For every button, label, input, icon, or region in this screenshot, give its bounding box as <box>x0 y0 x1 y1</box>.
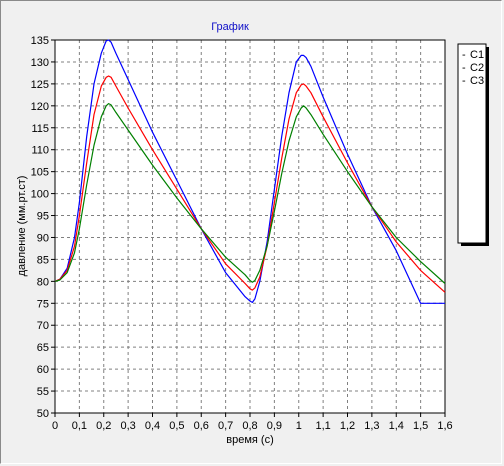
x-tick-label: 0,9 <box>267 420 282 432</box>
x-tick-label: 1,6 <box>437 420 452 432</box>
y-tick-label: 85 <box>37 254 49 266</box>
y-axis: 50 55 60 65 70 75 80 85 90 95 100 105 110 115 120 125 13… <box>31 35 55 420</box>
x-tick-label: 0,3 <box>120 420 135 432</box>
grid <box>55 40 445 413</box>
y-tick-label: 135 <box>31 35 49 47</box>
series-line-c1 <box>54 39 445 304</box>
x-tick-label: 1 <box>296 420 302 432</box>
x-tick-label: 0,8 <box>242 420 257 432</box>
x-tick-label: 0,7 <box>218 420 233 432</box>
x-tick-label: 0,6 <box>194 420 209 432</box>
x-tick-label: 1,2 <box>340 420 355 432</box>
y-tick-label: 60 <box>37 364 49 376</box>
x-tick-label: 0,1 <box>72 420 87 432</box>
series-line-c3 <box>54 102 446 284</box>
x-axis: 0 0,1 0,2 0,3 0,4 0,5 0,6 0,7 0,8 0,9 1 1,1 1,2 1,3 1,… <box>52 413 453 432</box>
x-tick-label: 0,4 <box>145 420 160 432</box>
legend-marker: - <box>462 62 466 74</box>
x-tick-label: 1,1 <box>315 420 330 432</box>
x-axis-label: время (с) <box>226 434 273 446</box>
y-tick-label: 95 <box>37 211 49 223</box>
legend-entry-c3: C3 <box>470 75 484 87</box>
y-tick-label: 125 <box>31 79 49 91</box>
y-tick-label: 110 <box>31 145 49 157</box>
y-tick-label: 50 <box>37 408 49 420</box>
y-tick-label: 55 <box>37 386 49 398</box>
y-tick-label: 105 <box>31 167 49 179</box>
y-tick-label: 100 <box>31 189 49 201</box>
legend-marker: - <box>462 49 466 61</box>
y-tick-label: 120 <box>31 101 49 113</box>
y-tick-label: 75 <box>37 298 49 310</box>
y-tick-label: 90 <box>37 232 49 244</box>
chart-title: График <box>211 21 249 33</box>
legend-entry-c2: C2 <box>470 62 484 74</box>
series-group <box>54 39 446 304</box>
legend: - C1- C2- C3 <box>462 49 484 87</box>
y-tick-label: 65 <box>37 342 49 354</box>
x-tick-label: 1,3 <box>364 420 379 432</box>
y-axis-label: давление (мм.рт.ст) <box>16 176 28 277</box>
legend-marker: - <box>462 75 466 87</box>
x-tick-label: 0,2 <box>96 420 111 432</box>
y-tick-label: 80 <box>37 276 49 288</box>
x-tick-label: 0 <box>52 420 58 432</box>
x-tick-label: 1,4 <box>389 420 404 432</box>
legend-box <box>457 43 487 244</box>
legend-entry-c1: C1 <box>470 49 484 61</box>
y-tick-label: 70 <box>37 320 49 332</box>
x-tick-label: 1,5 <box>413 420 428 432</box>
series-line-c2 <box>54 75 446 293</box>
x-tick-label: 0,5 <box>169 420 184 432</box>
y-tick-label: 115 <box>31 123 49 135</box>
y-tick-label: 130 <box>31 57 49 69</box>
